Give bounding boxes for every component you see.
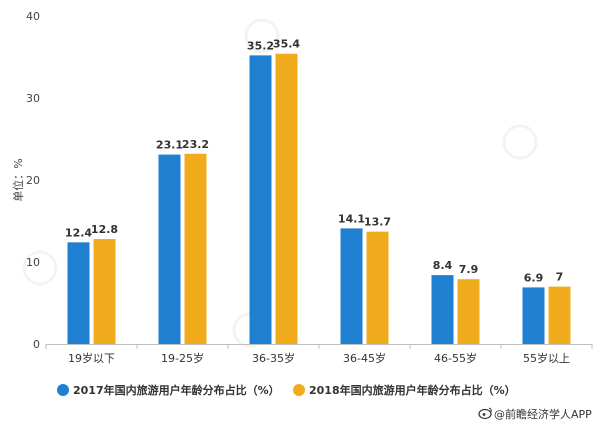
bar-2018-4	[457, 279, 480, 344]
source-text: @前瞻经济学人APP	[494, 407, 592, 421]
data-label: 23.1	[156, 139, 183, 152]
bar-2018-3	[366, 231, 389, 344]
bar-2018-2	[275, 53, 298, 344]
data-label: 7.9	[459, 263, 479, 276]
x-category-label: 36-45岁	[343, 351, 386, 365]
data-label: 13.7	[364, 216, 391, 229]
x-category-label: 46-55岁	[434, 351, 477, 365]
data-label: 35.4	[273, 38, 300, 51]
bar-2017-2	[249, 55, 272, 345]
source-credit: @前瞻经济学人APP	[478, 407, 592, 421]
bar-2017-4	[431, 275, 454, 344]
weibo-icon	[478, 407, 492, 420]
data-labels: 12.412.8 23.123.2 35.235.4 14.113.7 8.4 7.9 6.…	[65, 38, 563, 285]
legend-swatch-2018	[293, 384, 305, 396]
bar-2018-5	[548, 286, 571, 344]
bars	[67, 53, 571, 345]
y-axis-title: 单位：%	[11, 158, 25, 201]
legend-label-2018: 2018年国内旅游用户年龄分布占比（%）	[309, 383, 516, 397]
legend-swatch-2017	[57, 384, 69, 396]
y-tick-label: 0	[33, 338, 40, 351]
data-label: 12.4	[65, 226, 92, 239]
x-category-label: 19-25岁	[161, 351, 204, 365]
bar-2017-1	[158, 154, 181, 344]
data-label: 35.2	[247, 39, 274, 52]
legend: 2017年国内旅游用户年龄分布占比（%） 2018年国内旅游用户年龄分布占比（%…	[57, 383, 516, 397]
x-category-label: 55岁以上	[523, 351, 570, 365]
y-tick-label: 40	[26, 10, 40, 23]
y-tick-label: 10	[26, 256, 40, 269]
data-label: 8.4	[433, 259, 453, 272]
bar-2017-5	[522, 287, 545, 344]
x-category-label: 36-35岁	[252, 351, 295, 365]
data-label: 6.9	[524, 271, 544, 284]
y-tick-label: 30	[26, 92, 40, 105]
bar-2018-0	[93, 239, 116, 344]
y-axis-ticks: 0 10 20 30 40	[26, 10, 40, 351]
y-tick-label: 20	[26, 174, 40, 187]
x-axis-labels: 19岁以下 19-25岁 36-35岁 36-45岁 46-55岁 55岁以上	[68, 351, 570, 365]
bar-2018-1	[184, 153, 207, 344]
legend-label-2017: 2017年国内旅游用户年龄分布占比（%）	[73, 383, 280, 397]
x-axis-ticks	[45, 344, 593, 349]
bar-2017-0	[67, 242, 90, 344]
data-label: 23.2	[182, 138, 209, 151]
x-category-label: 19岁以下	[68, 351, 115, 365]
bar-2017-3	[340, 228, 363, 344]
data-label: 7	[556, 271, 564, 284]
data-label: 12.8	[91, 223, 118, 236]
data-label: 14.1	[338, 212, 365, 225]
